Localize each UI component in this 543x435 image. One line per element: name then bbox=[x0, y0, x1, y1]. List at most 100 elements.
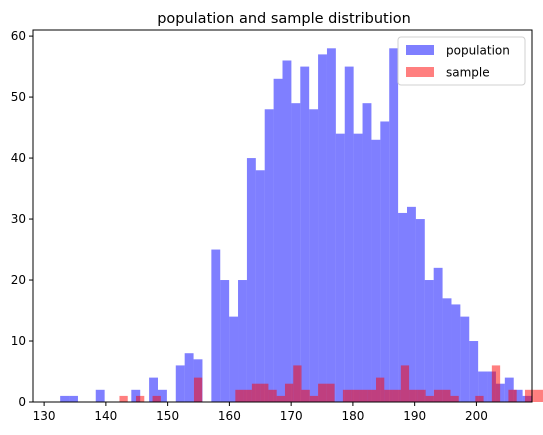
population-bar bbox=[389, 48, 399, 403]
sample-bar bbox=[508, 389, 517, 402]
population-bar bbox=[433, 267, 443, 402]
population-bar bbox=[211, 249, 221, 402]
population-bar bbox=[131, 389, 141, 402]
population-bar bbox=[487, 371, 496, 402]
sample-bar bbox=[409, 389, 418, 402]
population-bar bbox=[415, 219, 425, 402]
population-bar bbox=[326, 48, 336, 403]
sample-bar bbox=[541, 389, 543, 402]
population-bar bbox=[69, 395, 78, 402]
legend-label-sample: sample bbox=[446, 66, 490, 80]
sample-bar bbox=[251, 383, 261, 402]
sample-bar bbox=[425, 395, 434, 402]
sample-bar bbox=[450, 395, 459, 402]
population-bar bbox=[371, 139, 381, 402]
sample-bar bbox=[442, 389, 451, 402]
population-bar bbox=[424, 280, 434, 402]
sample-bar bbox=[351, 389, 360, 402]
sample-bars bbox=[119, 365, 543, 402]
sample-bar bbox=[119, 395, 128, 402]
sample-bar bbox=[475, 395, 484, 402]
population-bar bbox=[469, 341, 479, 402]
population-bar bbox=[300, 66, 310, 402]
y-axis: 0 10 20 30 40 50 60 bbox=[11, 29, 33, 409]
sample-bar bbox=[293, 365, 302, 402]
sample-bar bbox=[533, 389, 542, 402]
population-bar bbox=[95, 389, 105, 402]
sample-bar bbox=[326, 383, 335, 402]
population-bar bbox=[175, 365, 185, 402]
sample-bar bbox=[367, 389, 377, 402]
population-bar bbox=[442, 298, 452, 402]
population-bar bbox=[460, 316, 470, 402]
population-bar bbox=[344, 66, 354, 402]
sample-bar bbox=[491, 365, 501, 402]
population-bar bbox=[309, 109, 319, 402]
sample-bar bbox=[417, 389, 426, 402]
population-bar bbox=[273, 78, 283, 402]
sample-bar bbox=[284, 383, 294, 402]
x-tick-label: 200 bbox=[465, 409, 488, 423]
sample-bar bbox=[136, 395, 145, 402]
population-bar bbox=[229, 316, 239, 402]
population-bar bbox=[255, 170, 265, 402]
population-bar bbox=[451, 304, 461, 402]
y-tick-label: 60 bbox=[11, 29, 26, 43]
sample-bar bbox=[268, 389, 277, 402]
population-bar bbox=[335, 133, 345, 403]
sample-bar bbox=[301, 389, 310, 402]
sample-bar bbox=[193, 377, 203, 402]
population-bar bbox=[264, 109, 274, 402]
population-bars bbox=[60, 48, 532, 403]
population-bar bbox=[478, 371, 488, 402]
plot-area-frame bbox=[32, 29, 533, 403]
population-bar bbox=[407, 206, 416, 402]
x-tick-label: 170 bbox=[280, 409, 303, 423]
sample-bar bbox=[260, 383, 269, 402]
population-bar bbox=[398, 212, 407, 402]
population-bar bbox=[495, 383, 505, 402]
sample-bar bbox=[342, 389, 352, 402]
population-bar bbox=[513, 389, 523, 402]
legend: population sample bbox=[397, 36, 526, 86]
population-bar bbox=[246, 158, 256, 402]
population-bar bbox=[184, 353, 194, 402]
sample-bar bbox=[318, 383, 327, 402]
sample-bar bbox=[235, 389, 244, 402]
sample-bar bbox=[433, 389, 443, 402]
sample-bar bbox=[400, 365, 410, 402]
y-tick-label: 40 bbox=[11, 151, 26, 165]
legend-swatch-sample bbox=[406, 67, 434, 77]
sample-bar bbox=[243, 389, 252, 402]
sample-bar bbox=[152, 395, 161, 402]
population-bar bbox=[149, 377, 158, 402]
chart-title: population and sample distribution bbox=[157, 11, 411, 27]
x-tick-label: 150 bbox=[156, 409, 179, 423]
population-bar bbox=[60, 395, 70, 402]
population-bar bbox=[353, 133, 363, 403]
sample-bar bbox=[309, 395, 319, 402]
population-bar bbox=[318, 54, 327, 402]
population-bar bbox=[158, 389, 167, 402]
sample-bar bbox=[376, 377, 385, 402]
x-tick-label: 130 bbox=[33, 409, 56, 423]
sample-bar bbox=[524, 389, 534, 402]
legend-label-population: population bbox=[446, 44, 510, 58]
x-axis: 130 140 150 160 170 180 190 200 bbox=[33, 402, 488, 423]
sample-bar bbox=[384, 389, 393, 402]
population-bar bbox=[220, 280, 230, 402]
population-bar bbox=[238, 280, 247, 402]
x-tick-label: 180 bbox=[341, 409, 364, 423]
x-tick-label: 190 bbox=[403, 409, 426, 423]
population-bar bbox=[380, 121, 390, 402]
y-tick-label: 10 bbox=[11, 334, 26, 348]
y-tick-label: 0 bbox=[18, 395, 26, 409]
legend-swatch-population bbox=[406, 45, 434, 55]
sample-bar bbox=[359, 389, 368, 402]
population-bar bbox=[362, 103, 372, 403]
y-tick-label: 50 bbox=[11, 90, 26, 104]
y-tick-label: 30 bbox=[11, 212, 26, 226]
x-tick-label: 160 bbox=[218, 409, 241, 423]
population-bar bbox=[282, 60, 292, 403]
